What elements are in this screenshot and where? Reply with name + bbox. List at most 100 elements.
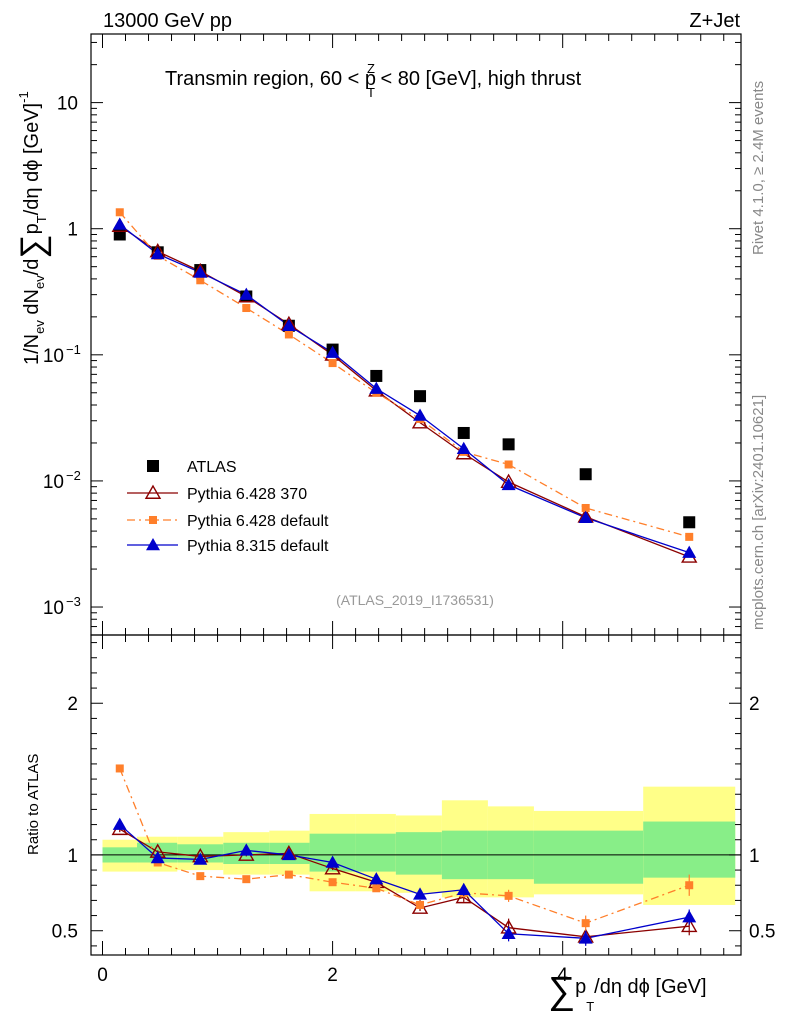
ratio-line-py8_def (119, 824, 690, 939)
main-y-tick-exponent: −1 (66, 342, 81, 357)
main-y-tick-label: 10 (43, 598, 64, 619)
ratio-point-py6_def (115, 764, 124, 773)
main-y-tick-label: 10 (43, 472, 64, 493)
legend-label-py6-default: Pythia 6.428 default (187, 513, 329, 530)
legend-marker-py6_def (149, 516, 157, 524)
ratio-y-axis-label: Ratio to ATLAS (25, 754, 42, 855)
main-point-py8_def (501, 477, 516, 491)
main-point-py6_def (196, 276, 205, 285)
axis-ticks (91, 34, 741, 955)
mcplots-label: mcplots.cern.ch [arXiv:2401.10621] (750, 395, 767, 630)
ratio-line-py6_def (119, 768, 690, 924)
main-line-py8_def (119, 223, 690, 554)
ratio-series-markers (111, 764, 698, 946)
ratio-line-py6_370 (119, 828, 690, 938)
ratio-point-py6_def (685, 881, 694, 890)
ratio-point-py6_def (328, 878, 337, 887)
header-left: 13000 GeV pp (103, 10, 232, 32)
ratio-point-py6_def (372, 884, 381, 893)
ratio-point-py8_def (325, 855, 340, 868)
main-line-py6_370 (119, 225, 690, 558)
region-title: Transmin region, 60 < pZ T < 80 [GeV], hi… (165, 61, 582, 100)
main-point-atlas (457, 426, 470, 439)
ratio-y-tick-label-left: 1 (67, 846, 78, 867)
ratio-point-py6_def (284, 870, 293, 879)
ratio-point-py6_def (581, 919, 590, 928)
main-point-py8_def (150, 247, 165, 260)
ratio-point-py8_def (150, 850, 165, 864)
main-point-py6_def (581, 503, 590, 512)
header-right: Z+Jet (689, 10, 740, 32)
main-y-tick-exponent: −2 (66, 468, 81, 483)
main-point-py8_def (413, 408, 428, 421)
legend-label-atlas: ATLAS (187, 459, 237, 476)
main-y-tick-label: 10 (57, 94, 78, 115)
main-point-py8_def (578, 510, 593, 524)
main-point-py6_def (115, 208, 124, 217)
main-series-lines (119, 211, 690, 558)
main-series-markers (111, 208, 698, 563)
legend-marker-py6_370 (144, 484, 162, 499)
legend: ATLAS Pythia 6.428 370 Pythia 6.428 defa… (127, 459, 329, 555)
ratio-plot-frame (90, 634, 742, 956)
main-point-atlas (502, 438, 515, 451)
legend-label-py8-default: Pythia 8.315 default (187, 538, 329, 555)
main-point-py8_def (369, 381, 384, 394)
plot-frames (90, 33, 742, 956)
x-tick-label: 4 (557, 965, 568, 986)
ratio-y-tick-label-left: 0.5 (52, 922, 78, 943)
main-y-tick-label: 1 (67, 220, 78, 241)
main-point-py6_def (504, 460, 513, 469)
main-point-py8_def (682, 545, 697, 558)
ratio-uncertainty-bands (91, 786, 741, 905)
main-point-py6_def (284, 330, 293, 339)
ratio-point-py8_def (369, 872, 384, 885)
ratio-series-lines (119, 768, 690, 939)
ratio-point-py8_def (193, 852, 208, 865)
ratio-point-py8_def (501, 926, 516, 940)
main-point-py8_def (112, 217, 127, 230)
main-point-atlas (579, 468, 592, 481)
main-point-atlas (683, 516, 696, 529)
main-point-py6_def (242, 304, 251, 313)
legend-marker-py8_def (146, 538, 160, 551)
main-point-atlas (414, 390, 427, 403)
main-point-py6_def (328, 359, 337, 368)
ratio-y-tick-label-right: 2 (749, 694, 760, 715)
ratio-band-inner (533, 830, 644, 884)
ratio-band-inner (355, 833, 396, 872)
ratio-point-py6_def (504, 891, 513, 900)
analysis-reference: (ATLAS_2019_I1736531) (336, 592, 494, 608)
main-y-tick-exponent: −3 (66, 594, 81, 609)
main-point-py8_def (325, 345, 340, 358)
ratio-band-inner (643, 821, 736, 878)
ratio-point-py6_def (242, 875, 251, 884)
x-tick-label: 0 (97, 965, 108, 986)
main-line-py6_def (119, 211, 690, 538)
x-tick-label: 2 (327, 965, 338, 986)
ratio-point-py8_def (578, 931, 593, 944)
ratio-point-py6_def (416, 900, 425, 909)
ratio-point-py6_def (196, 872, 205, 881)
rivet-label: Rivet 4.1.0, ≥ 2.4M events (750, 81, 767, 255)
ratio-point-py6_370 (681, 917, 698, 933)
main-point-atlas (113, 228, 126, 241)
ratio-y-tick-label-right: 0.5 (749, 922, 775, 943)
ratio-y-tick-label-left: 2 (67, 694, 78, 715)
legend-label-py6-370: Pythia 6.428 370 (187, 486, 307, 503)
ratio-point-py8_def (456, 882, 471, 896)
ratio-point-py8_def (413, 887, 428, 900)
main-y-tick-label: 10 (43, 346, 64, 367)
ratio-point-py8_def (281, 847, 296, 861)
ratio-point-py8_def (112, 817, 127, 830)
main-point-py8_def (193, 265, 208, 278)
x-axis-label: ∑pT/dη dϕ [GeV] (548, 970, 707, 1014)
ratio-y-tick-label-right: 1 (749, 846, 760, 867)
ratio-point-py8_def (682, 910, 697, 923)
ratio-band-inner (395, 832, 442, 875)
main-point-atlas (370, 369, 383, 382)
main-point-py8_def (239, 287, 254, 300)
main-point-py6_def (685, 532, 694, 541)
